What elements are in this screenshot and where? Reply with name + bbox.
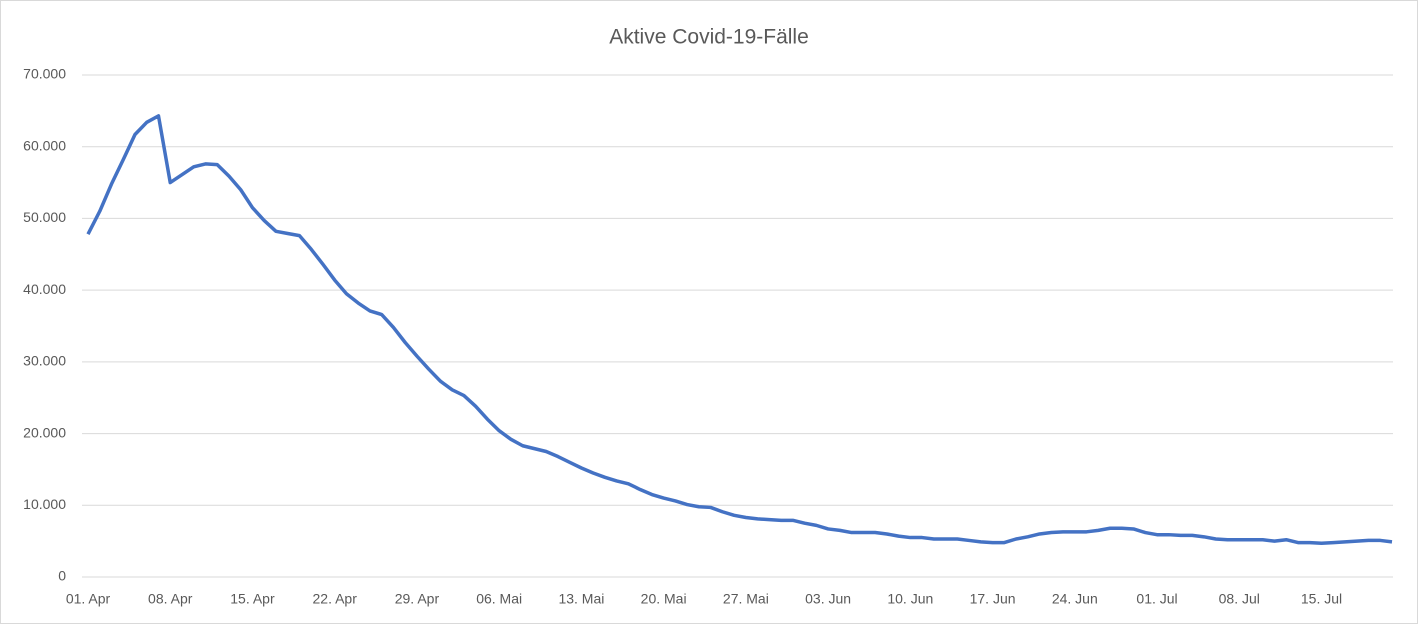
x-tick-label: 01. Jul [1136, 591, 1177, 607]
x-tick-label: 22. Apr [313, 591, 358, 607]
y-tick-label: 40.000 [23, 281, 66, 297]
chart-title: Aktive Covid-19-Fälle [609, 26, 809, 49]
y-tick-label: 50.000 [23, 209, 66, 225]
data-line [86, 114, 1393, 546]
x-tick-label: 08. Jul [1219, 591, 1260, 607]
x-tick-label: 13. Mai [558, 591, 604, 607]
x-tick-label: 24. Jun [1052, 591, 1098, 607]
x-tick-label: 10. Jun [887, 591, 933, 607]
x-tick-label: 03. Jun [805, 591, 851, 607]
y-tick-label: 30.000 [23, 353, 66, 369]
x-tick-label: 06. Mai [476, 591, 522, 607]
x-tick-label: 15. Apr [230, 591, 275, 607]
y-tick-label: 10.000 [23, 496, 66, 512]
x-tick-label: 08. Apr [148, 591, 193, 607]
x-tick-label: 29. Apr [395, 591, 440, 607]
y-tick-label: 70.000 [23, 66, 66, 82]
x-tick-label: 20. Mai [641, 591, 687, 607]
y-tick-label: 60.000 [23, 137, 66, 153]
y-tick-label: 0 [58, 568, 66, 584]
y-tick-label: 20.000 [23, 424, 66, 440]
x-tick-label: 27. Mai [723, 591, 769, 607]
x-tick-label: 01. Apr [66, 591, 111, 607]
x-tick-label: 17. Jun [970, 591, 1016, 607]
x-tick-label: 15. Jul [1301, 591, 1342, 607]
